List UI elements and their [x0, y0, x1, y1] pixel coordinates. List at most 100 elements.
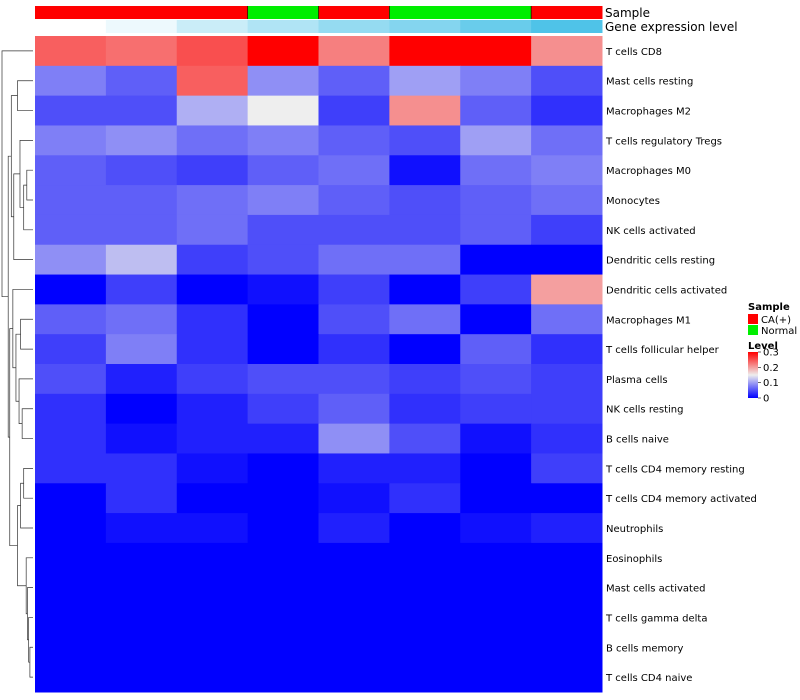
row-label: Macrophages M2 [606, 107, 691, 118]
heatmap-cell [247, 542, 319, 574]
heatmap-cell [176, 542, 249, 574]
heatmap-cell [247, 632, 319, 663]
heatmap-cell [318, 334, 390, 365]
heatmap-cell [35, 453, 107, 484]
heatmap-cell [105, 662, 178, 693]
heatmap-cell [105, 274, 178, 305]
sample-annotation-cell [176, 6, 249, 19]
heatmap-cell [176, 304, 249, 335]
heatmap-cell [460, 155, 532, 186]
heatmap-cell [460, 244, 532, 276]
annotation-label-expression: Gene expression level [605, 20, 738, 34]
heatmap-cell [318, 185, 390, 216]
heatmap-cell [176, 393, 249, 425]
heatmap-cell [176, 632, 249, 663]
heatmap-cell [105, 65, 178, 97]
row-label: NK cells activated [606, 226, 696, 237]
heatmap-cell [531, 572, 603, 604]
heatmap-cell [531, 155, 603, 186]
legend-level-ticks: 0.3 0.2 0.1 0 [758, 348, 779, 405]
heatmap-cell [460, 602, 532, 633]
heatmap-cell [318, 95, 390, 126]
heatmap-cell [105, 244, 178, 276]
heatmap-cell [531, 453, 603, 484]
heatmap-cell [105, 185, 178, 216]
legend-tick-label: 0.3 [763, 348, 779, 359]
heatmap-cell [460, 662, 532, 693]
heatmap-cell [247, 95, 319, 126]
heatmap-cell [531, 65, 603, 97]
heatmap-cell [389, 423, 461, 454]
heatmap-cell [460, 185, 532, 216]
row-dendrogram [1, 50, 33, 678]
dendrogram-branch [29, 646, 33, 678]
heatmap-cell [35, 304, 107, 335]
heatmap-cell [460, 453, 532, 484]
sample-annotation-cell [318, 6, 390, 19]
heatmap-cell [247, 662, 319, 693]
heatmap-cell [318, 453, 390, 484]
row-label: T cells CD4 memory resting [605, 464, 745, 475]
heatmap-cell [247, 214, 319, 246]
heatmap-cell [247, 36, 319, 67]
sample-annotation-cell [247, 6, 319, 19]
heatmap-cell [318, 65, 390, 97]
heatmap-cell [389, 95, 461, 126]
sample-annotation-cell [35, 6, 107, 19]
row-label: T cells gamma delta [605, 613, 707, 624]
heatmap-cell [318, 572, 390, 604]
heatmap-cell [247, 274, 319, 305]
heatmap-cell [35, 632, 107, 663]
dendrogram-branch [23, 468, 33, 499]
legend-sample-title: Sample [748, 302, 790, 313]
heatmap-cell [531, 632, 603, 663]
dendrogram-branch [18, 378, 33, 424]
legend-tick-label: 0.2 [763, 363, 779, 374]
row-label: Macrophages M0 [606, 166, 691, 177]
heatmap-cell [460, 334, 532, 365]
heatmap-cell [318, 602, 390, 633]
heatmap-cell [35, 95, 107, 126]
heatmap-cell [176, 513, 249, 544]
heatmap-cell [176, 125, 249, 156]
heatmap-cell [318, 36, 390, 67]
annotation-label-sample: Sample [605, 6, 650, 20]
heatmap-cell [389, 65, 461, 97]
heatmap-cell [176, 185, 249, 216]
heatmap-cell [105, 572, 178, 604]
heatmap-cell [531, 393, 603, 425]
row-label: T cells CD4 memory activated [605, 494, 757, 505]
heatmap-cell [460, 483, 532, 514]
row-label: Plasma cells [606, 375, 668, 386]
heatmap-cell [176, 483, 249, 514]
column-annotations [35, 6, 603, 33]
heatmap-cell [460, 542, 532, 574]
heatmap-cell [531, 185, 603, 216]
heatmap-cell [105, 632, 178, 663]
heatmap-cell [389, 662, 461, 693]
heatmap-cell [105, 453, 178, 484]
dendrogram-branch [17, 80, 33, 111]
expression-annotation-cell [176, 20, 249, 33]
heatmap-cell [35, 125, 107, 156]
annotation-labels: Sample Gene expression level [605, 6, 738, 34]
heatmap-cells [35, 36, 603, 693]
sample-annotation-cell [105, 6, 178, 19]
dendrogram-branch [23, 184, 33, 231]
heatmap-cell [105, 423, 178, 454]
heatmap-cell [247, 483, 319, 514]
heatmap-cell [389, 602, 461, 633]
heatmap-cell [105, 393, 178, 425]
legend-tick-label: 0 [763, 394, 769, 405]
heatmap-cell [531, 36, 603, 67]
heatmap-cell [460, 364, 532, 395]
heatmap-cell [35, 155, 107, 186]
heatmap-cell [176, 453, 249, 484]
heatmap-cell [389, 274, 461, 305]
heatmap-cell [35, 36, 107, 67]
heatmap-cell [531, 423, 603, 454]
heatmap-cell [176, 602, 249, 633]
heatmap-cell [389, 304, 461, 335]
heatmap-cell [105, 95, 178, 126]
